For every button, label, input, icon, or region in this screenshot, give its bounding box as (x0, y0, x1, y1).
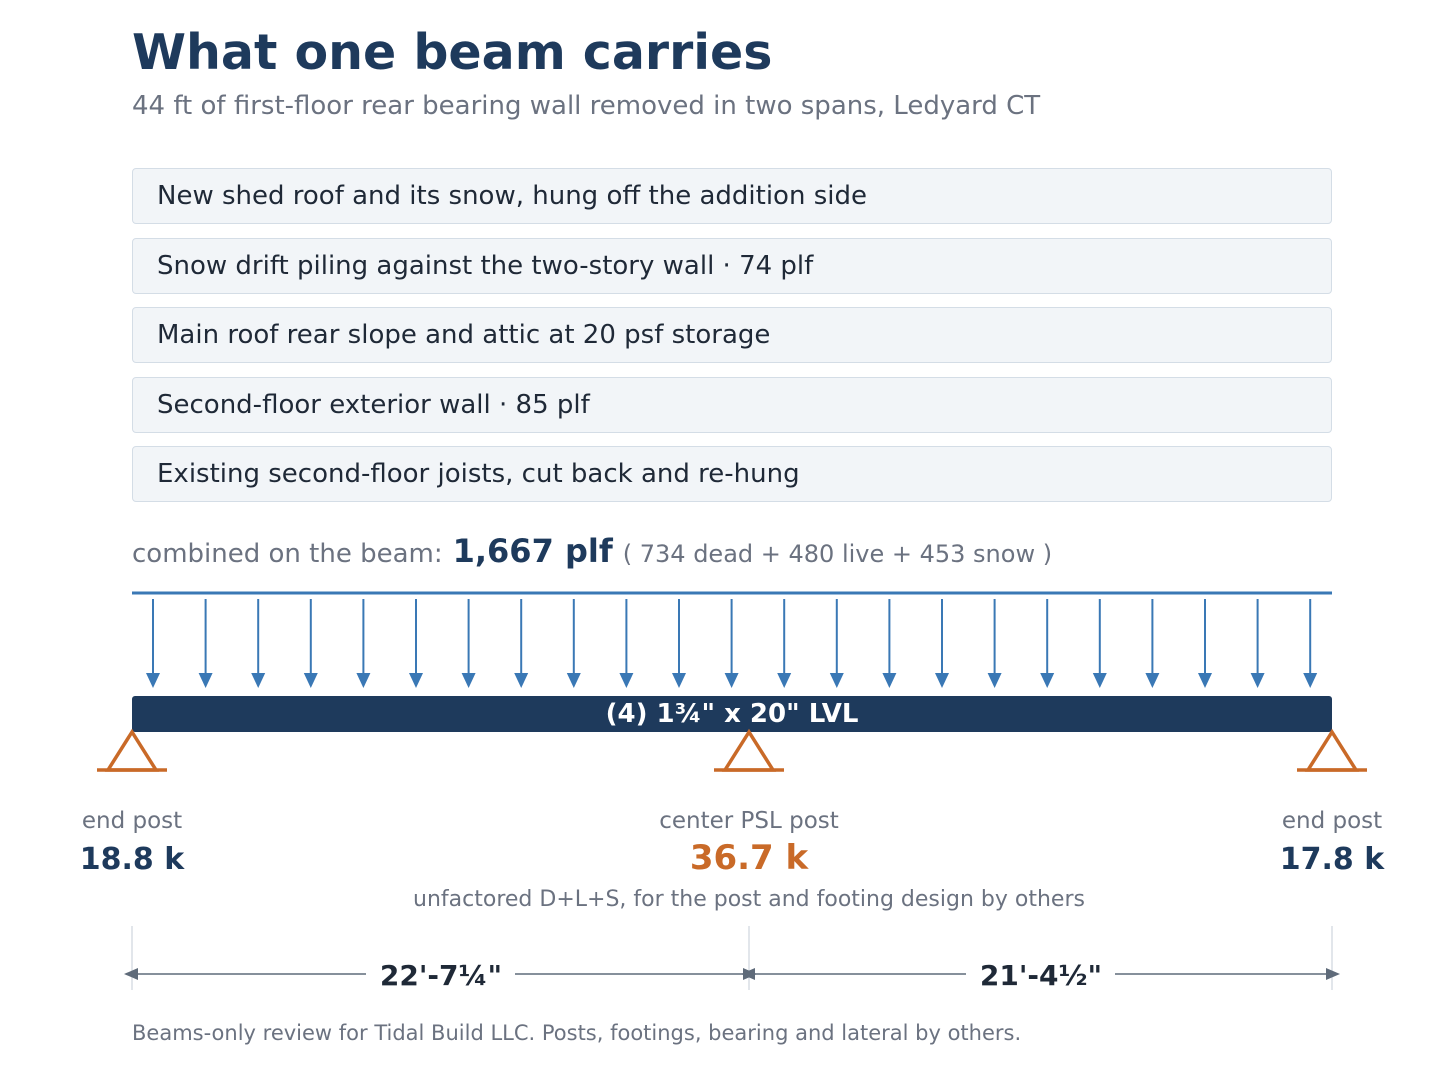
support-left-reaction: 18.8 k (80, 842, 185, 877)
load-arrow-icon (829, 673, 844, 688)
load-arrow-icon (409, 673, 423, 688)
load-arrows (146, 599, 1318, 688)
load-source-list: New shed roof and its snow, hung off the… (132, 168, 1332, 516)
combined-load-value: 1,667 plf (452, 532, 613, 570)
load-arrow-icon (672, 673, 686, 688)
support-right-reaction: 17.8 k (1280, 842, 1385, 877)
beam-bar (132, 696, 1332, 732)
load-source-new-shed-roof: New shed roof and its snow, hung off the… (132, 168, 1332, 224)
load-arrow-icon (1250, 673, 1265, 688)
load-arrow-icon (1040, 673, 1055, 688)
load-arrow-icon (251, 673, 266, 688)
distributed-load (132, 591, 1332, 688)
load-arrow-icon (935, 673, 949, 688)
support-right-name: end post (1282, 808, 1382, 834)
combined-load-lead: combined on the beam: (132, 539, 443, 569)
supports (97, 728, 1367, 772)
load-arrow-icon (356, 673, 371, 688)
support-reactions: end post 18.8 k center PSL post 36.7 k e… (80, 808, 1385, 912)
load-arrow-icon (303, 673, 318, 688)
load-arrow-icon (1198, 673, 1212, 688)
support-left-name: end post (82, 808, 182, 834)
load-arrow-icon (987, 673, 1002, 688)
load-source-snow-drift: Snow drift piling against the two-story … (132, 237, 1332, 294)
load-arrow-icon (198, 673, 213, 688)
load-arrow-icon (724, 673, 739, 688)
span-dimensions: 22'-7¼" 21'-4½" (124, 926, 1340, 992)
load-arrow-icon (1303, 673, 1318, 688)
support-center-name: center PSL post (659, 808, 839, 834)
span-2-right-arrow-icon (1326, 968, 1340, 980)
load-arrow-icon (882, 673, 897, 688)
page-title: What one beam carries (132, 24, 773, 81)
load-arrow-icon (461, 673, 476, 688)
combined-load-breakdown: ( 734 dead + 480 live + 453 snow ) (622, 540, 1053, 568)
load-arrow-icon (1092, 673, 1107, 688)
support-center-pin-icon (714, 728, 784, 772)
load-arrow-icon (619, 673, 634, 688)
span-1-label: 22'-7¼" (380, 959, 502, 992)
span-1-dimension: 22'-7¼" (124, 959, 757, 992)
support-left-pin-icon (97, 728, 167, 772)
load-arrow-icon (514, 673, 529, 688)
combined-load-line: combined on the beam: 1,667 plf ( 734 de… (132, 532, 1052, 576)
span-2-label: 21'-4½" (980, 959, 1102, 992)
load-arrow-icon (1145, 673, 1160, 688)
beam: (4) 1¾" x 20" LVL (132, 696, 1332, 732)
support-center-reaction: 36.7 k (690, 838, 810, 878)
load-arrow-icon (146, 673, 160, 688)
load-source-main-roof-attic: Main roof rear slope and attic at 20 psf… (132, 307, 1332, 364)
footnote: Beams-only review for Tidal Build LLC. P… (132, 1021, 1022, 1045)
reactions-note: unfactored D+L+S, for the post and footi… (413, 887, 1085, 912)
span-2-left-arrow-icon (741, 968, 755, 980)
span-1-left-arrow-icon (124, 968, 138, 980)
load-arrow-icon (566, 673, 581, 688)
page-subtitle: 44 ft of first-floor rear bearing wall r… (132, 91, 1041, 121)
span-2-dimension: 21'-4½" (741, 959, 1340, 992)
load-source-second-floor-joists: Existing second-floor joists, cut back a… (132, 446, 1332, 503)
support-right-pin-icon (1297, 728, 1367, 772)
load-arrow-icon (777, 673, 792, 688)
load-source-second-floor-wall: Second-floor exterior wall · 85 plf (132, 376, 1332, 433)
beam-label: (4) 1¾" x 20" LVL (606, 699, 859, 729)
